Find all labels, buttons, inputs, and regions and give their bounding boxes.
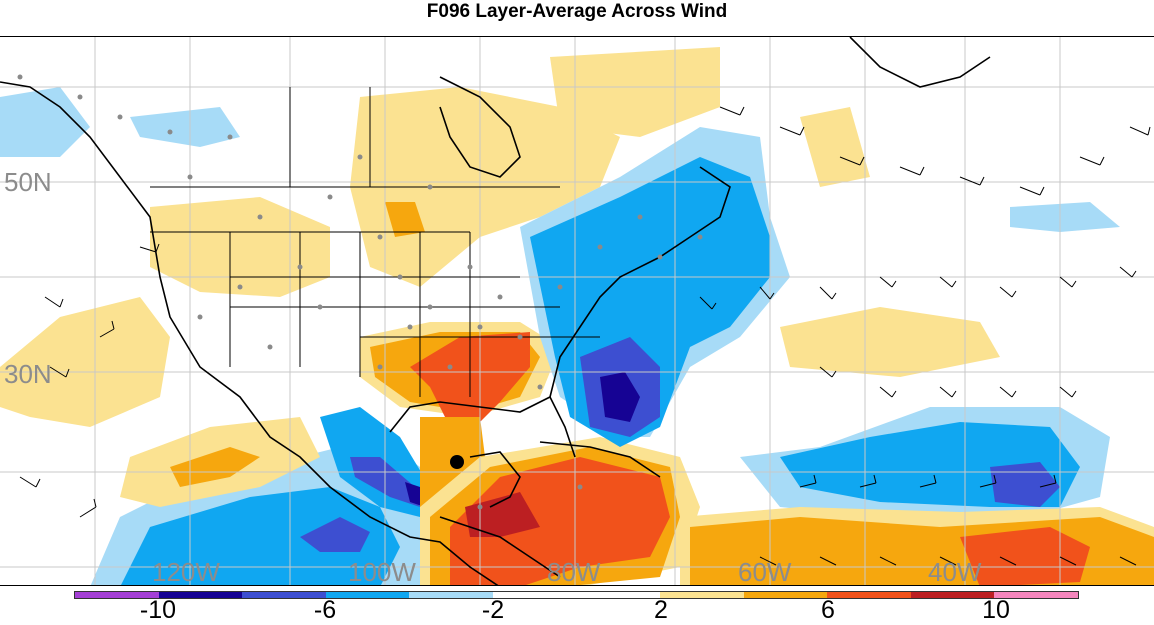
colorbar-segment bbox=[492, 592, 577, 598]
lon-label-40w: 40W bbox=[928, 557, 982, 586]
blue-region-nw bbox=[0, 87, 90, 157]
north-america-coast bbox=[0, 81, 499, 585]
orange-region-canada bbox=[385, 202, 425, 237]
greenland-coast bbox=[849, 37, 991, 88]
lon-label-100w: 100W bbox=[348, 557, 416, 586]
coastlines bbox=[0, 37, 991, 585]
colorbar-tick-6: 6 bbox=[821, 596, 835, 624]
station-dots bbox=[17, 74, 703, 510]
map-canvas bbox=[0, 37, 1154, 585]
yellow-region-midatlantic bbox=[800, 107, 870, 187]
navy-region-atlantic bbox=[600, 372, 640, 422]
blue-region-nw-2 bbox=[130, 107, 240, 147]
lat-label-30n: 30N bbox=[4, 359, 52, 389]
colorbar-segment bbox=[158, 592, 243, 598]
yellow-region-west bbox=[150, 197, 330, 297]
yellow-region-atlantic-north bbox=[550, 47, 720, 137]
orange-region-mexico-west bbox=[170, 447, 260, 487]
graticule bbox=[0, 37, 1154, 585]
colorbar-tick-minus2: -2 bbox=[481, 596, 505, 624]
colorbar-segment bbox=[409, 592, 493, 598]
darkred-region-caribbean bbox=[465, 492, 540, 537]
blue-region-ne bbox=[1010, 202, 1120, 232]
east-coast bbox=[549, 166, 731, 398]
colorbar bbox=[74, 591, 1079, 599]
central-america bbox=[439, 516, 561, 578]
darkblue-region-atlantic-south bbox=[990, 462, 1060, 507]
colorbar-tick-2: 2 bbox=[654, 596, 668, 624]
colorbar-segment bbox=[743, 592, 828, 598]
colorbar-segment bbox=[910, 592, 995, 598]
red-region-caribbean bbox=[450, 457, 670, 585]
lon-label-80w: 80W bbox=[547, 557, 601, 586]
blue-region-pacific-mid bbox=[121, 487, 400, 585]
hudson-bay bbox=[439, 76, 521, 178]
lat-label-50n: 50N bbox=[4, 167, 52, 197]
red-region-atlantic-south bbox=[960, 527, 1090, 585]
map-panel: 50N 30N 120W 100W 80W 60W 40W bbox=[0, 36, 1154, 586]
gulf-coast bbox=[389, 395, 576, 458]
colorbar-segment bbox=[576, 592, 661, 598]
colorbar-segment bbox=[325, 592, 410, 598]
colorbar-tick-10: 10 bbox=[982, 596, 1010, 624]
colorbar-segment bbox=[994, 592, 1078, 598]
wind-barbs bbox=[19, 106, 1151, 566]
colorbar-segment bbox=[242, 592, 326, 598]
cuba bbox=[539, 441, 661, 478]
blue-region-pacific-core bbox=[300, 517, 370, 552]
yellow-region-atlantic-mid bbox=[780, 307, 1000, 377]
storm-center-marker bbox=[450, 455, 464, 469]
yucatan bbox=[469, 451, 521, 508]
colorbar-tick-minus10: -10 bbox=[139, 596, 177, 624]
shading-layer bbox=[0, 47, 1154, 585]
colorbar-segment bbox=[75, 592, 159, 598]
colorbar-segment bbox=[827, 592, 911, 598]
lon-label-60w: 60W bbox=[738, 557, 792, 586]
colorbar-tick-minus6: -6 bbox=[313, 596, 337, 624]
colorbar-segment bbox=[660, 592, 744, 598]
yellow-region-pacific bbox=[0, 297, 170, 427]
political-boundaries bbox=[150, 87, 600, 397]
lon-label-120w: 120W bbox=[152, 557, 220, 586]
map-title: F096 Layer-Average Across Wind bbox=[426, 1, 728, 22]
